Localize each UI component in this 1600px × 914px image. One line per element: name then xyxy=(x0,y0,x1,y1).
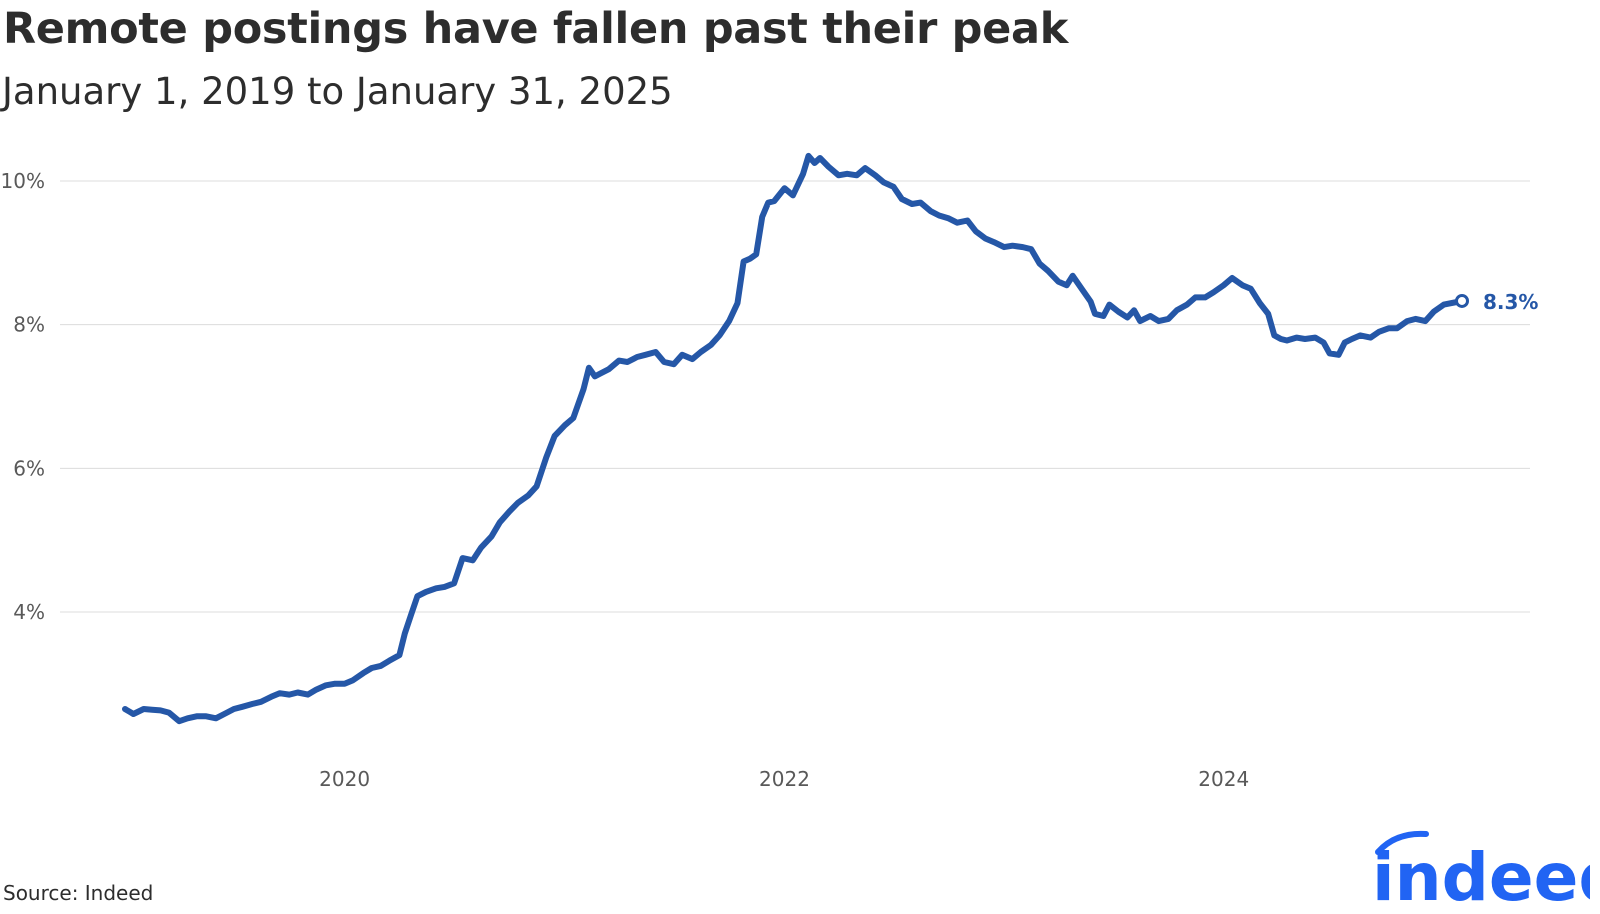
logo-arc-icon xyxy=(1375,830,1429,855)
source-note: Source: Indeed xyxy=(3,881,154,905)
x-tick-label: 2022 xyxy=(759,767,810,791)
chart-subtitle: January 1, 2019 to January 31, 2025 xyxy=(2,70,673,113)
y-tick-label: 6% xyxy=(13,456,45,480)
end-point-marker xyxy=(1455,293,1469,308)
x-tick-label: 2020 xyxy=(319,767,370,791)
y-tick-label: 10% xyxy=(1,169,45,193)
indeed-logo: indeed xyxy=(1372,830,1590,910)
x-tick-label: 2024 xyxy=(1198,767,1249,791)
series-line xyxy=(122,152,1465,725)
y-tick-label: 4% xyxy=(13,600,45,624)
chart-title: Remote postings have fallen past their p… xyxy=(3,4,1069,54)
y-tick-label: 8% xyxy=(13,313,45,337)
end-value-label: 8.3% xyxy=(1483,290,1538,314)
logo-wordmark: indeed xyxy=(1372,839,1590,910)
